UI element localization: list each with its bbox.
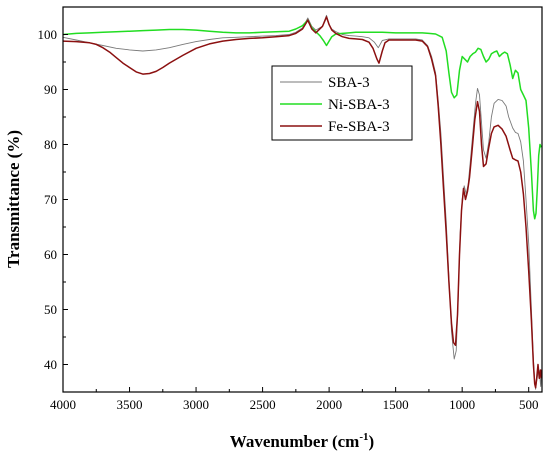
x-tick-label: 1000	[449, 397, 475, 412]
plot-background	[63, 7, 542, 392]
y-tick-label: 60	[44, 247, 57, 262]
y-tick-label: 80	[44, 137, 57, 152]
series-line-fe-sba-3	[62, 16, 543, 389]
x-axis-title-superscript: -1	[359, 431, 368, 443]
legend-label-sba-3: SBA-3	[328, 75, 370, 91]
series-layer	[62, 14, 543, 390]
legend-label-ni-sba-3: Ni-SBA-3	[328, 97, 390, 113]
x-axis-title-main: Wavenumber (cm	[230, 432, 360, 451]
x-axis-title-close: )	[369, 432, 375, 451]
legend-label-fe-sba-3: Fe-SBA-3	[328, 119, 390, 135]
y-tick-label: 100	[38, 27, 58, 42]
x-tick-label: 2000	[316, 397, 342, 412]
x-tick-label: 500	[519, 397, 539, 412]
y-tick-label: 50	[44, 302, 57, 317]
x-tick-label: 1500	[383, 397, 409, 412]
y-axis: 40 50 60 70 80 90 100	[38, 27, 68, 372]
x-axis: 4000 3500 3000 2500 2000 1500 1000 500	[50, 387, 538, 412]
y-axis-title: Transmittance (%)	[4, 130, 23, 268]
y-tick-label: 70	[44, 192, 57, 207]
x-tick-label: 4000	[50, 397, 76, 412]
series-line-ni-sba-3	[62, 19, 542, 220]
y-tick-label: 40	[44, 357, 57, 372]
legend: SBA-3 Ni-SBA-3 Fe-SBA-3	[271, 65, 413, 141]
x-tick-label: 3500	[117, 397, 143, 412]
x-tick-label: 2500	[250, 397, 276, 412]
x-axis-title: Wavenumber (cm-1)	[230, 431, 374, 451]
x-tick-label: 3000	[183, 397, 209, 412]
y-tick-label: 90	[44, 82, 57, 97]
legend-box	[271, 65, 413, 141]
